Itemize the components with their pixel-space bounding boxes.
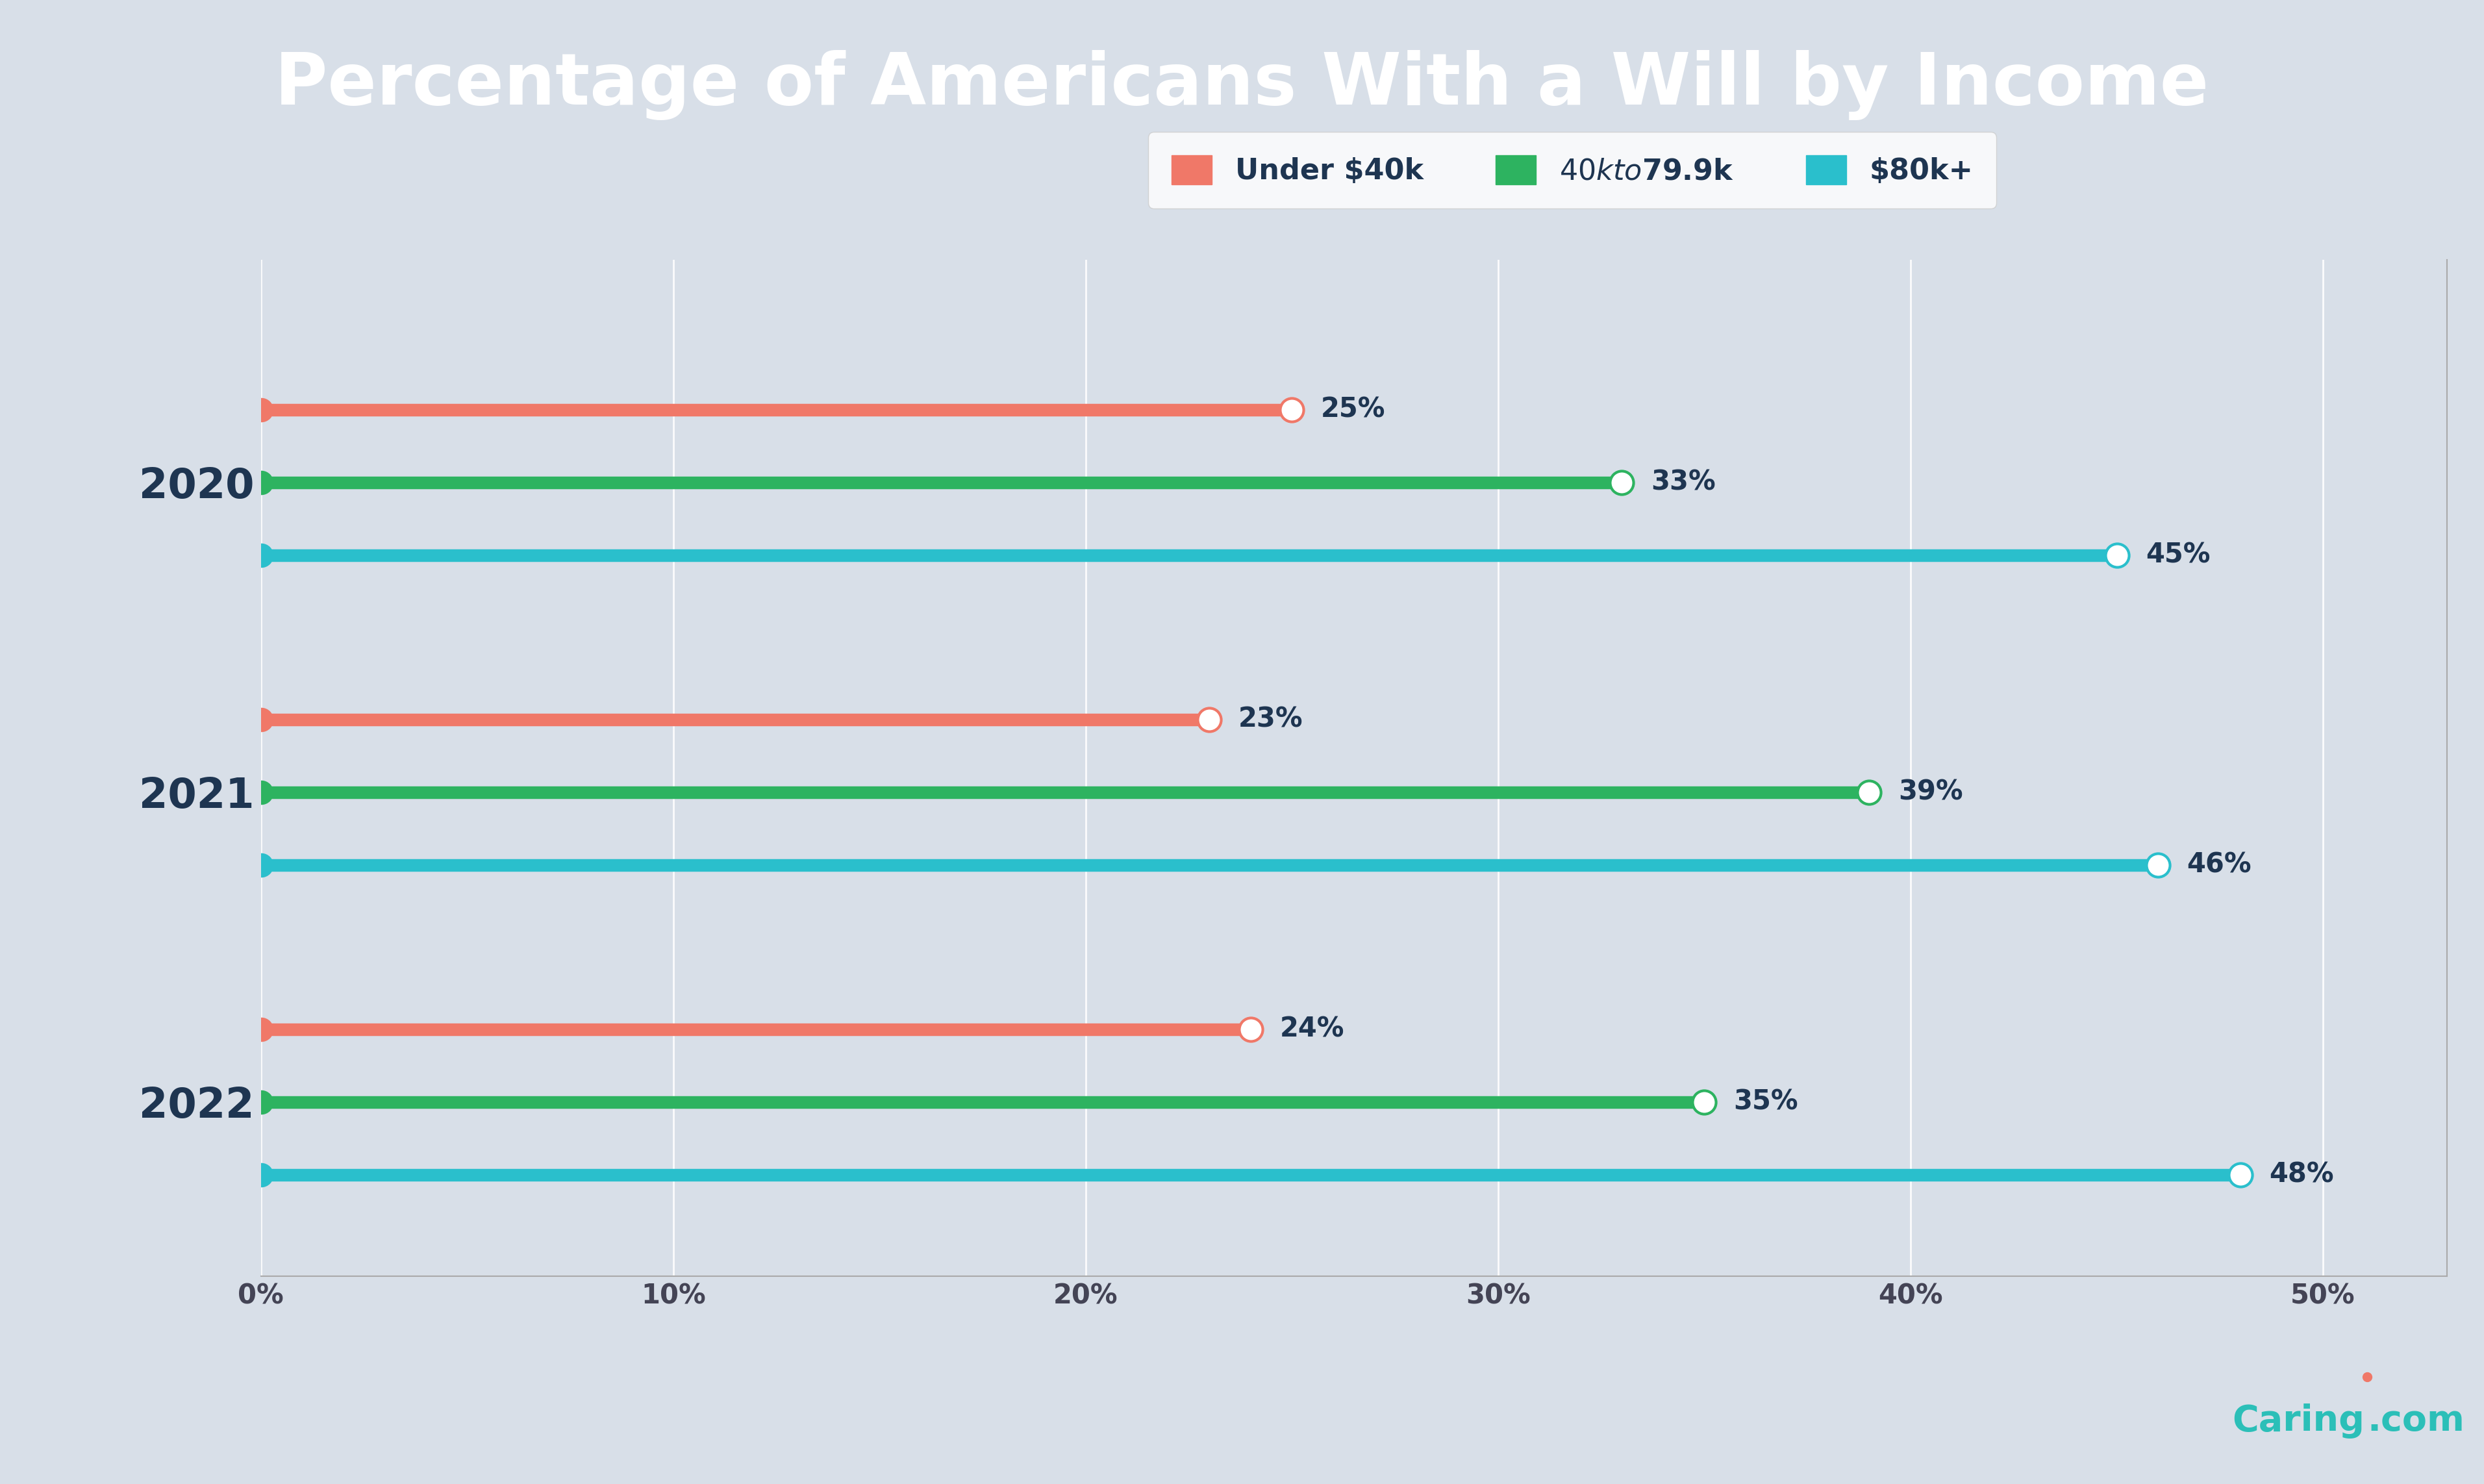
Text: 48%: 48% [2270, 1160, 2335, 1189]
Text: Percentage of Americans With a Will by Income: Percentage of Americans With a Will by I… [276, 50, 2208, 120]
Text: 46%: 46% [2186, 852, 2251, 879]
Text: .com: .com [2367, 1404, 2464, 1438]
Text: Caring: Caring [2233, 1404, 2365, 1438]
Legend: Under $40k, $40k to $79.9k, $80k+: Under $40k, $40k to $79.9k, $80k+ [1148, 132, 1997, 208]
Text: 24%: 24% [1279, 1015, 1344, 1043]
Text: 45%: 45% [2146, 542, 2211, 568]
Text: 33%: 33% [1652, 469, 1716, 496]
Text: 25%: 25% [1321, 396, 1386, 423]
Text: 39%: 39% [1898, 779, 1962, 806]
Text: 35%: 35% [1734, 1088, 1798, 1116]
Text: 23%: 23% [1240, 706, 1304, 733]
